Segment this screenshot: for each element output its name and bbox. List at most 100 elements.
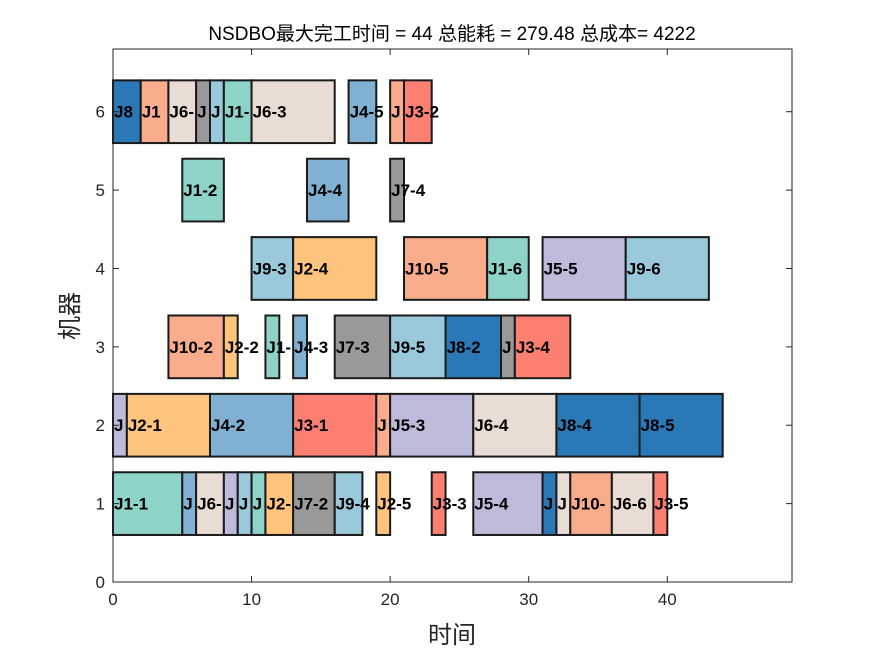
task-bar — [610, 471, 655, 536]
y-axis-label: 机器 — [56, 292, 84, 340]
task-bar — [541, 236, 627, 301]
task-bar — [472, 392, 558, 458]
task-bar — [389, 314, 447, 380]
task-bar — [306, 157, 350, 223]
task-label: J4-3 — [294, 338, 328, 357]
task-label: J — [544, 495, 553, 514]
task-label: J10-5 — [405, 259, 448, 278]
task-bar — [181, 157, 225, 223]
y-tick-label: 6 — [96, 103, 105, 122]
task-label: J5-3 — [391, 416, 425, 435]
task-label: J6-6 — [613, 495, 647, 514]
task-label: J — [557, 495, 566, 514]
y-tick-label: 0 — [96, 573, 105, 592]
task-label: J2-1 — [128, 416, 162, 435]
task-label: J6- — [169, 103, 194, 122]
x-tick-label: 30 — [519, 590, 538, 609]
task-label: J3-1 — [294, 416, 328, 435]
task-bar — [139, 79, 170, 145]
x-tick-label: 10 — [242, 590, 261, 609]
task-bar — [389, 392, 475, 458]
task-label: J5-5 — [544, 259, 578, 278]
task-label: J6- — [197, 495, 222, 514]
task-label: J9-6 — [627, 259, 661, 278]
axes: 0 10 20 30 40 0 1 2 3 4 5 6 — [96, 48, 793, 609]
task-label: J — [502, 338, 511, 357]
task-bars: J8 J1 J6- J J J1- J6-3 J4-5 J J3-2J1-2 J4-4 J7-4J9-… — [112, 79, 724, 536]
task-label: J3-5 — [654, 495, 688, 514]
task-bar — [513, 314, 572, 380]
task-label: J1-2 — [183, 181, 217, 200]
task-label: J1-6 — [488, 259, 522, 278]
x-tick-label: 40 — [658, 590, 677, 609]
task-label: J4-5 — [350, 103, 384, 122]
task-label: J1- — [266, 338, 291, 357]
task-label: J9-3 — [253, 259, 287, 278]
plot-box — [112, 48, 793, 583]
y-tick-label: 5 — [96, 181, 105, 200]
task-bar — [624, 236, 710, 301]
task-bar — [389, 157, 405, 223]
task-bar — [652, 471, 669, 536]
task-label: J4-4 — [308, 181, 343, 200]
task-bar — [347, 79, 378, 145]
task-label: J9-4 — [336, 495, 371, 514]
task-label: J3-4 — [516, 338, 551, 357]
task-label: J — [211, 103, 220, 122]
y-tick-label: 2 — [96, 416, 105, 435]
task-label: J7-4 — [391, 181, 426, 200]
task-label: J7-3 — [336, 338, 370, 357]
task-bar — [292, 236, 378, 301]
task-label: J — [225, 495, 234, 514]
task-bar — [264, 314, 281, 380]
task-label: J2-5 — [377, 495, 411, 514]
task-label: J4-2 — [211, 416, 245, 435]
task-label: J1-1 — [114, 495, 148, 514]
task-label: J — [377, 416, 386, 435]
task-bar — [222, 314, 239, 380]
task-bar — [444, 314, 503, 380]
task-label: J6-3 — [253, 103, 287, 122]
task-label: J3-3 — [433, 495, 467, 514]
task-label: J1 — [142, 103, 161, 122]
task-label: J1- — [225, 103, 250, 122]
task-bar — [430, 471, 447, 536]
task-label: J2-4 — [294, 259, 329, 278]
x-axis-label: 时间 — [428, 621, 476, 649]
x-tick-label: 20 — [381, 590, 400, 609]
task-bar — [486, 236, 530, 301]
task-label: J2-2 — [225, 338, 259, 357]
task-label: J10- — [571, 495, 605, 514]
task-label: J9-5 — [391, 338, 425, 357]
task-label: J8-4 — [557, 416, 592, 435]
task-label: J — [253, 495, 262, 514]
task-label: J8-2 — [447, 338, 481, 357]
task-label: J3-2 — [405, 103, 439, 122]
task-label: J — [239, 495, 248, 514]
task-label: J7-2 — [294, 495, 328, 514]
y-tick-label: 4 — [96, 259, 105, 278]
y-tick-label: 1 — [96, 495, 105, 514]
task-label: J2- — [266, 495, 291, 514]
x-tick-label: 0 — [108, 590, 117, 609]
task-bar — [403, 79, 433, 145]
task-bar — [375, 471, 392, 536]
task-label: J — [391, 103, 400, 122]
y-tick-label: 3 — [96, 338, 105, 357]
task-bar — [638, 392, 724, 458]
task-bar — [292, 392, 378, 458]
task-bar — [250, 79, 336, 145]
task-label: J8 — [114, 103, 133, 122]
task-label: J5-4 — [474, 495, 509, 514]
task-label: J10-2 — [169, 338, 212, 357]
task-label: J — [183, 495, 192, 514]
chart-title: NSDBO最大完工时间 = 44 总能耗 = 279.48 总成本= 4222 — [208, 23, 695, 45]
task-bar — [167, 314, 225, 380]
task-bar — [555, 392, 641, 458]
task-label: J6-4 — [474, 416, 509, 435]
task-bar — [472, 471, 544, 536]
task-label: J — [197, 103, 206, 122]
task-label: J8-5 — [641, 416, 675, 435]
task-bar — [333, 471, 364, 536]
